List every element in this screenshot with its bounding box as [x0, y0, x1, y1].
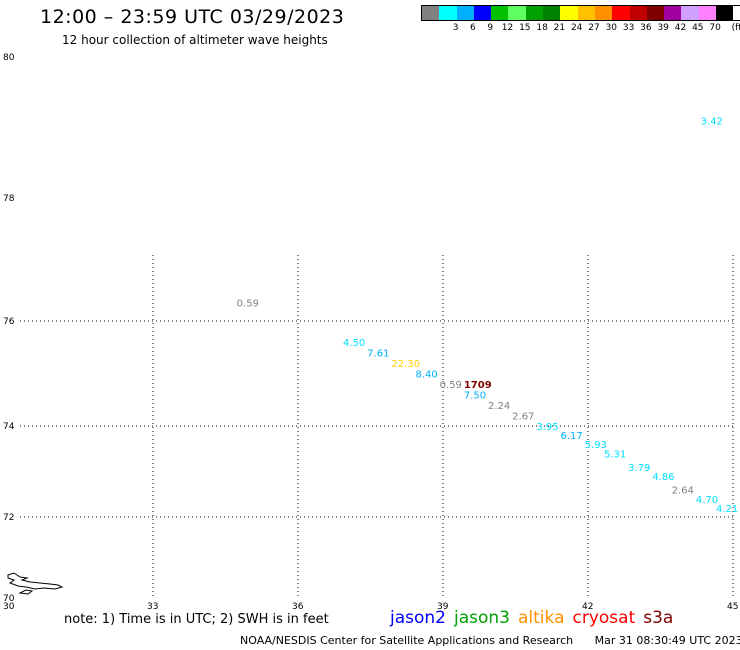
latitude-label: 70 — [3, 594, 15, 604]
wave-height-label: 7.50 — [464, 391, 486, 402]
legend-tick-label: 12 — [501, 23, 514, 33]
legend-swatch — [577, 6, 595, 20]
wave-height-label: 0.59 — [237, 299, 259, 310]
satellite-name: jason2 — [390, 608, 446, 628]
satellite-name: cryosat — [572, 608, 636, 628]
page-subtitle: 12 hour collection of altimeter wave hei… — [62, 33, 328, 47]
longitude-label: 45 — [727, 602, 738, 612]
legend-swatch — [473, 6, 492, 20]
legend-unit: (ft) — [731, 23, 740, 33]
wave-height-label: 2.67 — [512, 412, 534, 423]
longitude-label: 36 — [292, 602, 304, 612]
legend-swatch — [612, 6, 630, 20]
footnote: note: 1) Time is in UTC; 2) SWH is in fe… — [64, 612, 329, 627]
page-title: 12:00 – 23:59 UTC 03/29/2023 — [40, 6, 345, 28]
legend-swatch — [456, 6, 474, 20]
wave-height-label: 22.30 — [391, 359, 420, 370]
longitude-labels: 30 33 36 39 42 45 — [3, 602, 738, 612]
latitude-label: 72 — [3, 513, 14, 523]
legend-swatch — [681, 6, 699, 20]
legend-tick-label: 27 — [588, 23, 600, 33]
legend-swatch — [594, 6, 613, 20]
wave-height-label: 4.50 — [343, 338, 365, 349]
satellite-legend: jason2 jason3 altika cryosat s3a — [390, 608, 681, 628]
legend-tick-label: 33 — [622, 23, 635, 33]
legend-swatch — [543, 6, 561, 20]
wave-height-label: 7.61 — [367, 349, 389, 360]
legend-tick-label: 70 — [709, 23, 721, 33]
wave-height-label: 4.21 — [716, 504, 738, 515]
credit-text: NOAA/NESDIS Center for Satellite Applica… — [240, 634, 574, 647]
satellite-name: altika — [518, 608, 565, 628]
legend-tick-label: 39 — [657, 23, 669, 33]
credit-line: NOAA/NESDIS Center for Satellite Applica… — [240, 634, 740, 647]
legend-tick-label: 42 — [674, 23, 687, 33]
latitude-label: 78 — [3, 194, 15, 204]
wave-height-label: 2.64 — [672, 486, 694, 497]
wave-height-label: 6.17 — [561, 431, 583, 442]
legend-swatch — [525, 6, 544, 20]
coastline-outline — [7, 572, 64, 595]
longitude-label: 30 — [3, 602, 15, 612]
wave-height-label: 3.79 — [628, 463, 650, 474]
legend-tick-label: 24 — [570, 23, 583, 33]
legend-swatch — [439, 6, 457, 20]
legend-tick-label: 45 — [692, 23, 704, 33]
legend-tick-label: 6 — [470, 23, 476, 33]
legend-swatch — [629, 6, 647, 20]
latitude-labels: 70 72 74 76 78 80 — [3, 53, 15, 604]
legend-swatch — [664, 6, 682, 20]
legend-tick-label: 30 — [605, 23, 618, 33]
legend-color-bar — [421, 5, 740, 21]
legend-tick-label: 15 — [519, 23, 531, 33]
wave-height-label: 0.59 — [440, 380, 462, 391]
legend-tick-label: 18 — [536, 23, 548, 33]
latitude-label: 80 — [3, 53, 15, 63]
latitude-label: 74 — [3, 422, 15, 432]
legend-swatch — [698, 6, 717, 20]
longitude-label: 33 — [147, 602, 158, 612]
map-gridlines — [20, 255, 735, 598]
wave-height-label: 8.40 — [416, 370, 438, 381]
legend-swatch — [422, 6, 440, 20]
legend-tick-label: 3 — [452, 23, 459, 33]
wave-height-label: 4.86 — [652, 472, 674, 483]
wave-height-label: 1709 — [464, 380, 492, 391]
latitude-label: 76 — [3, 317, 15, 327]
legend-swatch — [646, 6, 665, 20]
legend-swatch — [560, 6, 578, 20]
wave-height-label: 5.31 — [604, 449, 626, 460]
wave-height-label: 2.24 — [488, 401, 510, 412]
longitude-label: 42 — [582, 602, 593, 612]
longitude-label: 39 — [437, 602, 449, 612]
legend-swatch — [508, 6, 526, 20]
satellite-name: s3a — [643, 608, 674, 628]
legend-tick-label: 9 — [487, 23, 494, 33]
wave-height-label: 4.70 — [696, 495, 718, 506]
generated-timestamp: Mar 31 08:30:49 UTC 2023 — [594, 634, 740, 647]
legend-swatch — [716, 6, 734, 20]
wave-height-label: 5.93 — [585, 440, 607, 451]
legend-tick-label: 21 — [553, 23, 566, 33]
legend-swatch — [491, 6, 509, 20]
legend-tick-label: 36 — [640, 23, 652, 33]
satellite-name: jason3 — [454, 608, 510, 628]
wave-height-label: 3.95 — [536, 422, 558, 433]
wave-height-label: 3.42 — [701, 116, 723, 127]
